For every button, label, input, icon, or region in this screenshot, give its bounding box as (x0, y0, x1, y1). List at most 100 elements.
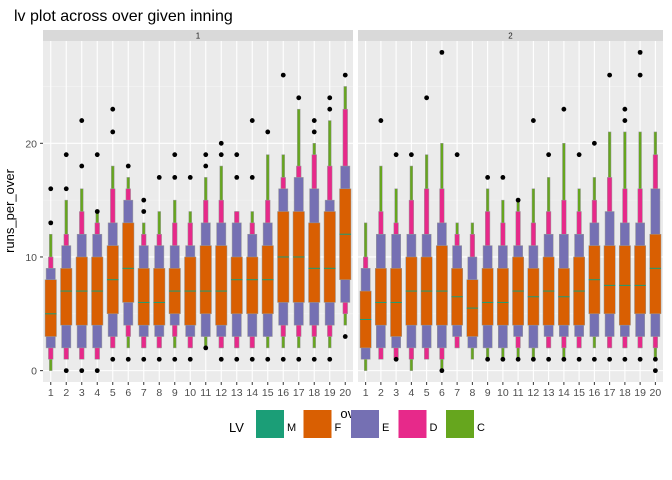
outlier-point (439, 368, 445, 374)
lv-box-over-1 (44, 186, 57, 371)
x-tick-label: 4 (408, 387, 414, 399)
x-tick-label: 5 (110, 387, 116, 399)
outlier-point (48, 186, 54, 192)
panel-background (358, 41, 663, 382)
outlier-point (485, 356, 491, 362)
legend-key-D (398, 410, 427, 438)
legend-key-M (256, 410, 284, 438)
outlier-point (172, 175, 178, 180)
outlier-point (393, 152, 399, 158)
lv-box-over-10 (496, 175, 509, 362)
box-level-F (603, 245, 616, 315)
lv-box-over-17 (603, 72, 616, 362)
x-tick-label: 14 (246, 387, 258, 399)
outlier-point (265, 356, 271, 362)
box-level-F (374, 268, 387, 326)
box-level-F (44, 279, 57, 337)
outlier-point (424, 95, 430, 101)
x-tick-label: 8 (156, 387, 162, 399)
outlier-point (249, 175, 255, 180)
outlier-point (249, 118, 255, 123)
outlier-point (622, 106, 628, 112)
outlier-point (637, 356, 643, 362)
lv-box-over-1 (359, 222, 372, 371)
box-level-F (496, 268, 509, 326)
outlier-point (311, 356, 317, 362)
box-level-F (153, 268, 166, 326)
x-tick-label: 19 (634, 387, 646, 399)
x-tick-label: 7 (454, 387, 460, 399)
chart-title: lv plot across over given inning (14, 8, 233, 25)
box-level-F (137, 268, 150, 326)
outlier-point (576, 152, 582, 158)
legend-label-F: F (335, 422, 342, 434)
outlier-point (141, 197, 147, 203)
outlier-point (342, 72, 348, 78)
lv-box-over-3 (390, 152, 403, 362)
outlier-point (296, 95, 302, 101)
outlier-point (607, 72, 613, 78)
outlier-point (63, 368, 69, 374)
outlier-point (218, 152, 224, 158)
x-tick-label: 1 (363, 387, 369, 399)
lv-box-over-13 (542, 152, 555, 362)
lv-box-over-2 (374, 118, 387, 360)
x-tick-label: 19 (324, 387, 336, 399)
legend-label-M: M (287, 422, 296, 434)
lv-box-over-16 (277, 72, 290, 362)
x-tick-label: 9 (172, 387, 178, 399)
lv-box-over-4 (91, 152, 104, 374)
outlier-point (203, 152, 209, 158)
lv-box-over-15 (573, 152, 586, 362)
x-tick-label: 5 (424, 387, 430, 399)
x-tick-label: 4 (94, 387, 100, 399)
lv-box-over-12 (527, 118, 540, 362)
lv-box-over-7 (137, 197, 150, 362)
outlier-point (515, 356, 521, 362)
lv-box-over-6 (435, 49, 448, 374)
x-tick-label: 11 (513, 387, 524, 399)
x-tick-label: 2 (378, 387, 384, 399)
lv-box-over-12 (215, 140, 228, 362)
lv-box-over-19 (634, 49, 647, 362)
lv-box-over-8 (466, 222, 479, 360)
x-tick-label: 10 (184, 387, 196, 399)
x-tick-label: 7 (141, 387, 147, 399)
x-tick-label: 6 (125, 387, 131, 399)
outlier-point (454, 152, 460, 158)
box-level-F (246, 256, 259, 315)
outlier-point (561, 106, 567, 112)
lv-box-over-17 (292, 95, 305, 362)
x-tick-label: 16 (277, 387, 289, 399)
outlier-point (439, 49, 445, 55)
y-tick-label: 10 (25, 252, 37, 264)
outlier-point (218, 140, 224, 146)
outlier-point (218, 356, 224, 362)
lv-box-over-6 (122, 163, 135, 362)
legend-key-C (446, 410, 474, 438)
outlier-point (576, 356, 582, 362)
box-level-F (323, 211, 336, 303)
legend-label-D: D (430, 422, 438, 434)
outlier-point (110, 356, 116, 362)
lv-box-over-13 (230, 152, 243, 362)
lv-box-over-15 (261, 129, 274, 362)
x-tick-label: 12 (528, 387, 540, 399)
outlier-point (393, 356, 399, 362)
outlier-point (378, 118, 384, 123)
outlier-point (311, 129, 317, 135)
box-group (359, 49, 662, 374)
outlier-point (249, 356, 255, 362)
lv-box-over-14 (246, 118, 259, 362)
outlier-point (79, 118, 85, 123)
outlier-point (265, 129, 271, 135)
x-tick-label: 15 (262, 387, 274, 399)
box-level-F (60, 268, 73, 326)
outlier-point (546, 152, 552, 158)
outlier-point (156, 356, 162, 362)
outlier-point (125, 163, 131, 169)
legend: LV M F E D C (229, 410, 485, 438)
box-level-F (435, 245, 448, 326)
y-axis-title: runs_per_over (2, 168, 17, 252)
outlier-point (94, 209, 100, 214)
